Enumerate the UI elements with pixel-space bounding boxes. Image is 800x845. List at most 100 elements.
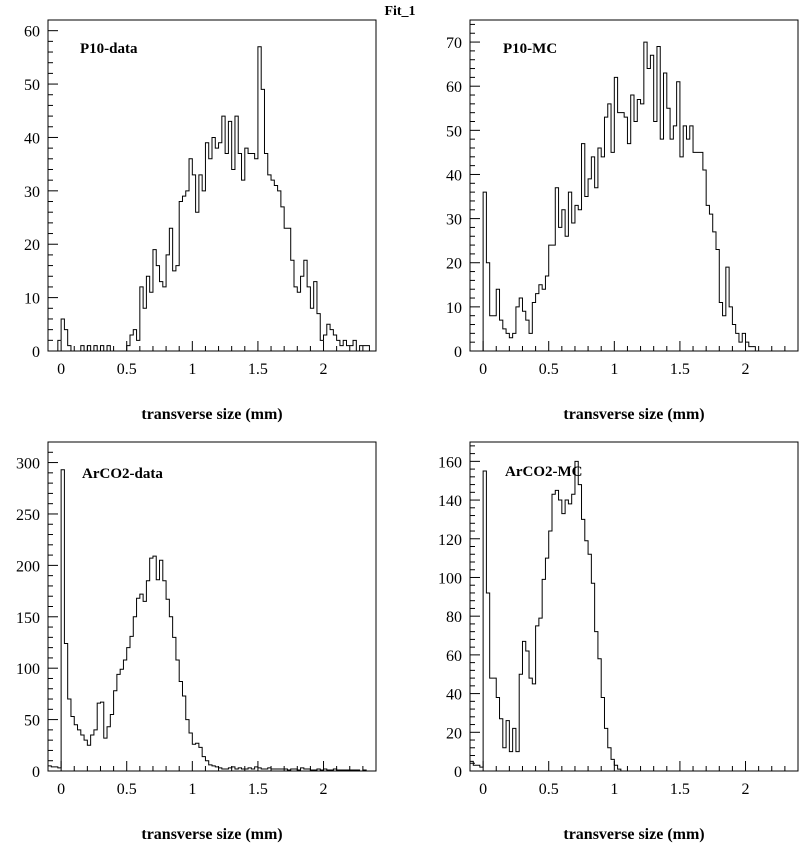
- histogram-bin: [192, 744, 195, 771]
- histogram-bin: [163, 287, 166, 351]
- histogram-bin: [700, 152, 703, 351]
- histogram-bin: [166, 599, 169, 771]
- histogram-bin: [186, 191, 189, 351]
- histogram-bin: [709, 214, 712, 351]
- histogram-bin: [578, 210, 581, 351]
- histogram-bin: [255, 159, 258, 351]
- y-tick-label: 30: [24, 184, 40, 201]
- histogram-bin: [509, 752, 512, 771]
- y-tick-label: 100: [16, 661, 40, 678]
- histogram-bin: [120, 669, 123, 771]
- histogram-bin: [585, 197, 588, 351]
- histogram-bin: [588, 179, 591, 351]
- histogram-bin: [660, 139, 663, 351]
- y-tick-label: 40: [24, 130, 40, 147]
- y-tick-label: 140: [438, 493, 462, 510]
- histogram-bin: [552, 494, 555, 771]
- x-tick-label: 1: [188, 781, 196, 798]
- y-tick-label: 60: [446, 79, 462, 96]
- histogram-outline: [470, 41, 798, 352]
- histogram-bin: [182, 196, 185, 351]
- histogram-bin: [156, 580, 159, 771]
- histogram-bin: [163, 581, 166, 771]
- x-tick-label: 0: [57, 361, 65, 378]
- x-tick-label: 1: [610, 781, 618, 798]
- histogram-panel: 0 20 40 60 80 100 120 140 160 0 0.5 1 1.5 2 transverse…: [438, 441, 799, 843]
- histogram-bin: [670, 139, 673, 351]
- histogram-panel: 0 10 20 30 40 50 60 70 0 0.5 1 1.5 2 transverse size …: [446, 19, 799, 423]
- x-tick-label: 0.5: [117, 361, 137, 378]
- histogram-bin: [568, 504, 571, 771]
- x-tick-label: 1.5: [670, 781, 690, 798]
- histogram-bin: [683, 126, 686, 351]
- histogram-bin: [559, 500, 562, 771]
- histogram-bin: [143, 308, 146, 351]
- histogram-bin: [140, 594, 143, 771]
- x-tick-label: 1.5: [670, 361, 690, 378]
- histogram-bin: [264, 153, 267, 351]
- histogram-bin: [202, 191, 205, 351]
- y-tick-label: 10: [446, 300, 462, 317]
- y-tick-label: 20: [446, 725, 462, 742]
- histogram-bin: [575, 461, 578, 771]
- y-tick-label: 250: [16, 507, 40, 524]
- histogram-bin: [637, 99, 640, 351]
- histogram-bin: [274, 186, 277, 352]
- histogram-bin: [647, 69, 650, 351]
- x-tick-label: 2: [320, 361, 328, 378]
- histogram-bin: [104, 738, 107, 771]
- histogram-bin: [133, 617, 136, 771]
- histogram-bin: [585, 541, 588, 771]
- histogram-bin: [268, 175, 271, 351]
- x-tick-label: 0.5: [539, 781, 559, 798]
- histogram-bin: [627, 144, 630, 351]
- histogram-bin: [621, 113, 624, 351]
- histogram-bin: [473, 765, 476, 771]
- histogram-bin: [363, 346, 366, 351]
- histogram-bin: [74, 725, 77, 771]
- y-tick-label: 40: [446, 687, 462, 704]
- histogram-bin: [225, 153, 228, 351]
- y-tick-label: 60: [446, 648, 462, 665]
- histogram-bin: [565, 500, 568, 771]
- histogram-bin: [680, 157, 683, 351]
- y-tick-label: 40: [446, 167, 462, 184]
- x-axis-title: transverse size (mm): [563, 826, 704, 843]
- histogram-bin: [176, 266, 179, 351]
- histogram-bin: [137, 598, 140, 771]
- y-tick-label: 10: [24, 291, 40, 308]
- histogram-bin: [271, 180, 274, 351]
- histogram-bin: [130, 636, 133, 771]
- histogram-bin: [559, 227, 562, 351]
- histogram-bin: [706, 205, 709, 351]
- histogram-bin: [94, 730, 97, 771]
- histogram-bin: [572, 494, 575, 771]
- panel-label: P10-MC: [503, 41, 557, 57]
- y-tick-label: 50: [24, 713, 40, 730]
- histogram-bin: [578, 485, 581, 771]
- histogram-panel: 0 50 100 150 200 250 300 0 0.5 1 1.5 2 transverse si…: [16, 441, 377, 843]
- histogram-bin: [350, 346, 353, 351]
- histogram-bin: [480, 767, 483, 771]
- y-tick-label: 0: [454, 764, 462, 781]
- histogram-bin: [516, 752, 519, 771]
- histogram-bin: [582, 519, 585, 771]
- histogram-bin: [242, 180, 245, 351]
- histogram-bin: [575, 205, 578, 351]
- histogram-bin: [251, 153, 254, 351]
- plot-frame: [469, 19, 799, 352]
- histogram-bin: [588, 554, 591, 771]
- y-tick-label: 300: [16, 456, 40, 473]
- histogram-bin: [346, 346, 349, 351]
- y-tick-label: 20: [24, 237, 40, 254]
- histogram-bin: [123, 660, 126, 771]
- histogram-bin: [173, 271, 176, 351]
- x-tick-label: 0: [479, 361, 487, 378]
- histogram-bin: [565, 236, 568, 351]
- histogram-bin: [696, 152, 699, 351]
- histogram-bin: [529, 333, 532, 351]
- histogram-bin: [493, 316, 496, 351]
- histogram-bin: [690, 126, 693, 351]
- histogram-bin: [723, 316, 726, 351]
